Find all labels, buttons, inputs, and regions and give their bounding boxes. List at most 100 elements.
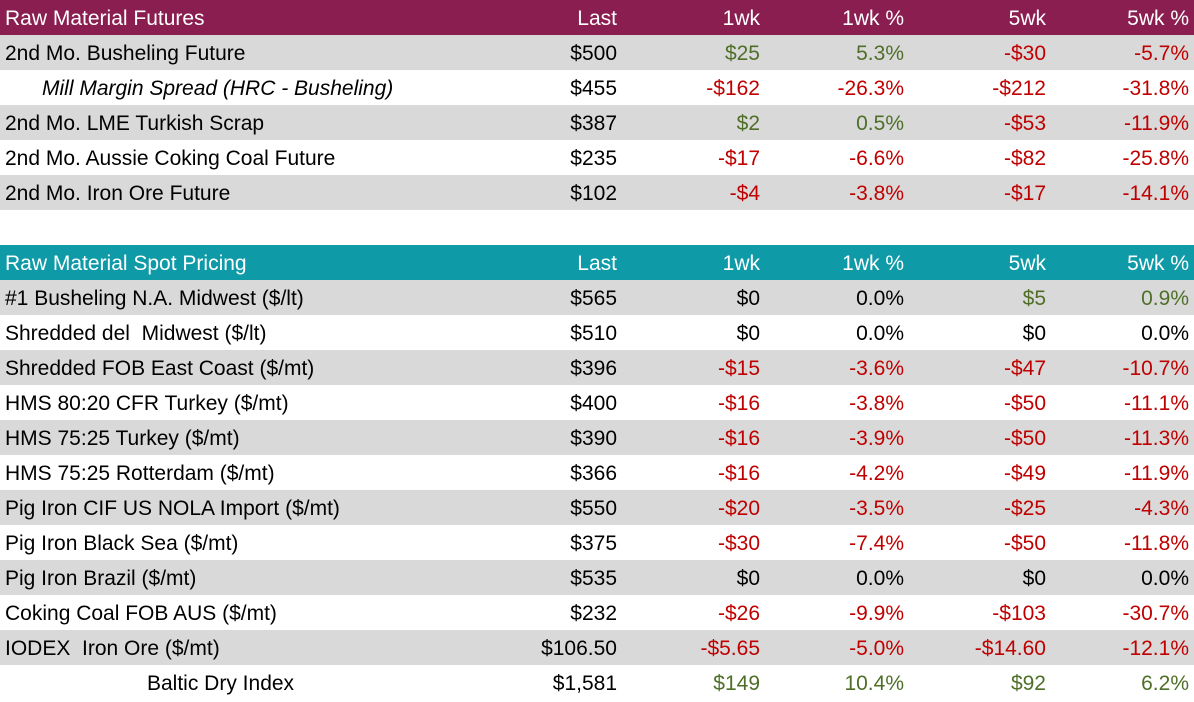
value-cell: -4.3% [1134,497,1189,520]
data-row: HMS 75:25 Turkey ($/mt) $390 -$16 -3.9% -$50… [0,420,1194,455]
value-cell: $550 [570,497,617,520]
value-cell: 1wk % [842,252,904,275]
value-cell: $106.50 [541,637,617,660]
value-cell: -11.9% [1124,112,1189,135]
value-cell: -11.3% [1124,427,1189,450]
data-row: 2nd Mo. Busheling Future $500 $25 5.3% -$30 -… [0,35,1194,70]
value-cell: $510 [570,322,617,345]
value-cell: 0.0% [1141,322,1189,345]
data-row: Shredded FOB East Coast ($/mt) $396 -$15 -3… [0,350,1194,385]
value-cell: -12.1% [1122,637,1189,660]
value-cell: 1wk [722,7,760,30]
value-cell: Last [577,252,617,275]
value-cell: $366 [570,462,617,485]
value-cell: -$50 [1003,392,1046,415]
value-cell: -$16 [717,427,760,450]
value-cell: $232 [570,602,617,625]
value-cell: $2 [736,112,760,135]
value-cell: 0.9% [1141,287,1189,310]
value-cell: 1wk [722,252,760,275]
row-label: Mill Margin Spread (HRC - Busheling) [42,77,394,100]
value-cell: -3.8% [849,392,904,415]
value-cell: $396 [570,357,617,380]
row-label: HMS 75:25 Rotterdam ($/mt) [5,462,275,485]
row-label: Pig Iron Brazil ($/mt) [5,567,197,590]
header-row: Raw Material Spot Pricing Last 1wk 1wk % 5wk… [0,245,1194,280]
data-row: Mill Margin Spread (HRC - Busheling) $455… [0,70,1194,105]
value-cell: 5.3% [856,42,904,65]
row-label: IODEX Iron Ore ($/mt) [5,637,220,660]
value-cell: $387 [570,112,617,135]
row-label: #1 Busheling N.A. Midwest ($/lt) [5,287,304,310]
row-label: Shredded FOB East Coast ($/mt) [5,357,315,380]
value-cell: $390 [570,427,617,450]
value-cell: $535 [570,567,617,590]
value-cell: -$5.65 [700,637,760,660]
data-row: HMS 80:20 CFR Turkey ($/mt) $400 -$16 -3.8%… [0,385,1194,420]
value-cell: -$26 [717,602,760,625]
value-cell: -$14.60 [974,637,1046,660]
value-cell: 1wk % [842,7,904,30]
data-row: #1 Busheling N.A. Midwest ($/lt) $565 $0 0.… [0,280,1194,315]
value-cell: -$212 [992,77,1046,100]
data-row: Shredded del Midwest ($/lt) $510 $0 0.0% $0 0… [0,315,1194,350]
row-label: Baltic Dry Index [147,672,295,695]
value-cell: -$17 [717,147,760,170]
data-row: HMS 75:25 Rotterdam ($/mt) $366 -$16 -4.2% -… [0,455,1194,490]
row-label: 2nd Mo. Iron Ore Future [5,182,231,205]
value-cell: $565 [570,287,617,310]
value-cell: -$30 [717,532,760,555]
value-cell: -$103 [992,602,1046,625]
row-label: Raw Material Futures [5,7,205,30]
value-cell: -5.7% [1134,42,1189,65]
value-cell: -$82 [1003,147,1046,170]
row-label: 2nd Mo. Aussie Coking Coal Future [5,147,336,170]
value-cell: 5wk % [1127,252,1189,275]
value-cell: 5wk [1008,7,1046,30]
value-cell: -$30 [1003,42,1046,65]
value-cell: 0.5% [856,112,904,135]
value-cell: -7.4% [849,532,904,555]
value-cell: $0 [1022,322,1046,345]
value-cell: -3.9% [849,427,904,450]
value-cell: $102 [570,182,617,205]
value-cell: $1,581 [552,672,617,695]
value-cell: -$162 [706,77,760,100]
value-cell: -$47 [1003,357,1046,380]
value-cell: $235 [570,147,617,170]
value-cell: -26.3% [837,77,904,100]
value-cell: $500 [570,42,617,65]
data-row: Coking Coal FOB AUS ($/mt) $232 -$26 -9.9% -… [0,595,1194,630]
value-cell: -$17 [1003,182,1046,205]
value-cell: $400 [570,392,617,415]
value-cell: -$16 [717,462,760,485]
value-cell: -31.8% [1122,77,1189,100]
value-cell: $92 [1010,672,1046,695]
value-cell: -14.1% [1122,182,1189,205]
value-cell: -11.8% [1124,532,1189,555]
data-row: Pig Iron Brazil ($/mt) $535 $0 0.0% $0 0.0% [0,560,1194,595]
header-row: Raw Material Futures Last 1wk 1wk % 5wk 5wk % [0,0,1194,35]
value-cell: 10.4% [844,672,904,695]
value-cell: $455 [570,77,617,100]
row-label: 2nd Mo. LME Turkish Scrap [5,112,265,135]
value-cell: -3.6% [849,357,904,380]
row-label: 2nd Mo. Busheling Future [5,42,246,65]
value-cell: -6.6% [849,147,904,170]
data-row: Baltic Dry Index $1,581 $149 10.4% $92 6.2% [0,665,1194,700]
value-cell: -$49 [1003,462,1046,485]
value-cell: $0 [736,567,760,590]
data-row: 2nd Mo. Iron Ore Future $102 -$4 -3.8% -$17 -… [0,175,1194,210]
data-row: 2nd Mo. Aussie Coking Coal Future $235 -$1… [0,140,1194,175]
row-label: HMS 80:20 CFR Turkey ($/mt) [5,392,289,415]
value-cell: 0.0% [856,567,904,590]
data-row: Pig Iron CIF US NOLA Import ($/mt) $550 -$… [0,490,1194,525]
data-row: 2nd Mo. LME Turkish Scrap $387 $2 0.5% -$53 -… [0,105,1194,140]
value-cell: -10.7% [1122,357,1189,380]
value-cell: -25.8% [1122,147,1189,170]
value-cell: -$20 [717,497,760,520]
value-cell: -4.2% [849,462,904,485]
value-cell: Last [577,7,617,30]
value-cell: $0 [736,287,760,310]
data-row: Pig Iron Black Sea ($/mt) $375 -$30 -7.4% -$… [0,525,1194,560]
